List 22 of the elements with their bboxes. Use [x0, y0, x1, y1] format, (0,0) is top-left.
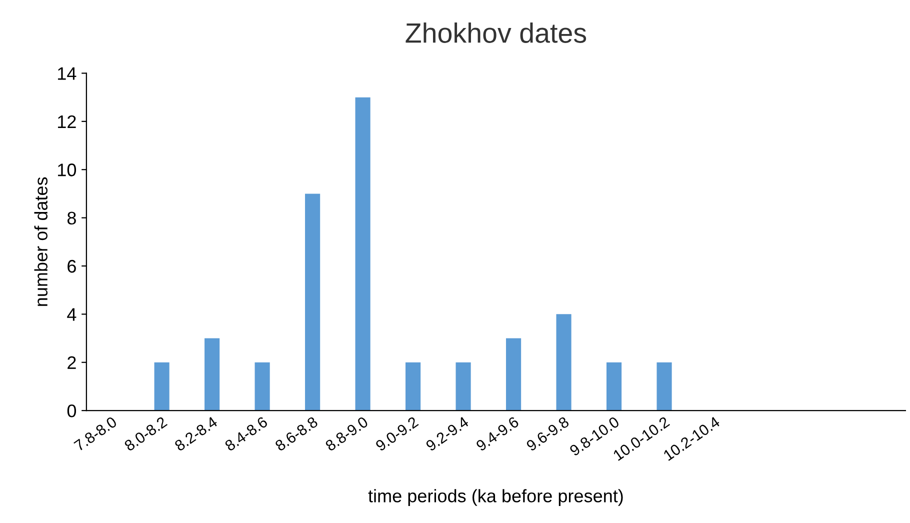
bar [506, 338, 522, 411]
bar [656, 362, 672, 411]
y-tick-label: 12 [58, 115, 76, 128]
bar [355, 97, 370, 411]
y-tick-label: 10 [58, 164, 76, 176]
y-tick-label: 0 [67, 404, 76, 418]
y-axis-title: number of dates [34, 177, 48, 306]
y-tick-label: 6 [68, 260, 76, 273]
bar [606, 362, 622, 411]
bar [456, 362, 471, 411]
y-tick-label: 14 [58, 67, 76, 80]
y-tick-label: 4 [67, 308, 76, 321]
bar [204, 338, 220, 411]
bar [254, 362, 270, 411]
bar [406, 362, 421, 411]
chart-title: Zhokhov dates [406, 22, 586, 43]
bar [556, 314, 572, 411]
x-axis-title: time periods (ka before present) [368, 489, 623, 506]
y-tick-label: 2 [68, 356, 76, 369]
bar [305, 194, 320, 411]
bar [154, 362, 170, 411]
y-tick-label: 8 [67, 212, 76, 225]
